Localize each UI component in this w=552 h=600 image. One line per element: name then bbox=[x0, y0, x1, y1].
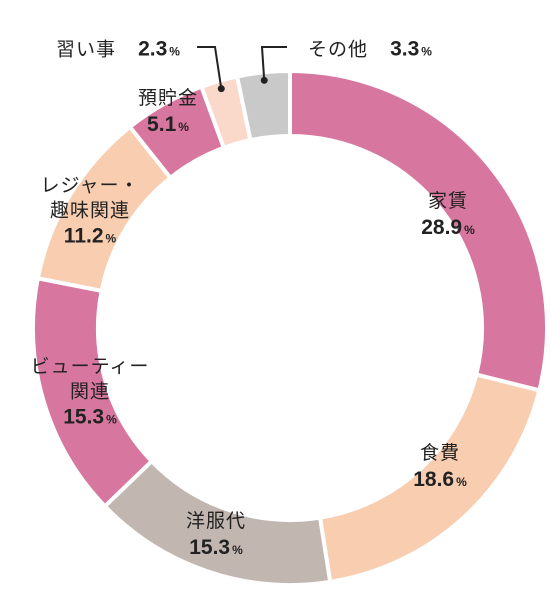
slice-label-value: 15.3% bbox=[189, 535, 243, 559]
slice-label-value: 18.6% bbox=[413, 467, 467, 491]
leader-line bbox=[197, 46, 223, 89]
leader-dot bbox=[260, 76, 268, 84]
leader-dot bbox=[217, 85, 225, 93]
donut-slice bbox=[234, 68, 292, 143]
slice-label-name: その他 bbox=[308, 38, 369, 61]
slice-label-name: 預貯金 bbox=[137, 87, 199, 110]
leader-line bbox=[260, 46, 287, 81]
slice-label: 洋服代 15.3% bbox=[186, 509, 246, 561]
slice-label-value: 15.3% bbox=[63, 406, 117, 430]
slice-label-name: ビューティー 関連 bbox=[30, 355, 150, 403]
slice-label: 預貯金 5.1% bbox=[138, 86, 198, 138]
slice-label-name: レジャー・ 趣味関連 bbox=[40, 174, 140, 222]
slice-label-value: 3.3% bbox=[390, 37, 432, 61]
slice-label-value: 5.1% bbox=[147, 112, 189, 136]
slice-label-unit: % bbox=[464, 222, 475, 237]
slice-label-value: 2.3% bbox=[138, 37, 180, 61]
slice-label: 家賃 28.9% bbox=[421, 189, 475, 241]
donut-slice bbox=[288, 68, 549, 393]
slice-label-value: 11.2% bbox=[63, 225, 117, 249]
slice-label-name: 洋服代 bbox=[185, 510, 247, 533]
slice-label-unit: % bbox=[169, 44, 180, 59]
slice-label: ビューティー 関連 15.3% bbox=[31, 355, 150, 432]
slice-label-name: 家賃 bbox=[427, 190, 469, 213]
slice-label: レジャー・ 趣味関連 11.2% bbox=[40, 174, 139, 251]
slice-label-value: 28.9% bbox=[421, 215, 475, 239]
slice-label-unit: % bbox=[106, 413, 117, 428]
slice-label: 習い事 2.3% bbox=[56, 35, 180, 62]
slice-label-unit: % bbox=[178, 119, 189, 134]
slice-label-name: 習い事 bbox=[56, 38, 117, 61]
slice-label: その他 3.3% bbox=[308, 35, 432, 62]
slice-label: 食費 18.6% bbox=[413, 441, 467, 493]
slice-label-unit: % bbox=[421, 44, 432, 59]
slice-label-unit: % bbox=[105, 232, 117, 247]
slice-label-name: 食費 bbox=[419, 442, 461, 465]
slice-label-unit: % bbox=[232, 542, 243, 557]
slice-label-unit: % bbox=[456, 474, 467, 489]
